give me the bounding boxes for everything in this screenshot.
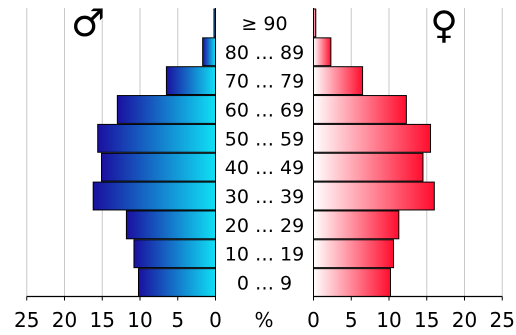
age-group-label: 50 … 59 bbox=[225, 128, 304, 150]
right-tick-label: 20 bbox=[452, 308, 477, 331]
left-bar-6 bbox=[116, 95, 216, 124]
left-tick-label: 20 bbox=[52, 308, 77, 331]
left-bar-4 bbox=[100, 152, 216, 182]
age-group-label: 60 … 69 bbox=[225, 99, 304, 121]
left-bar-0 bbox=[137, 268, 217, 297]
right-bar-6 bbox=[313, 95, 407, 124]
right-bar-1 bbox=[313, 239, 395, 269]
left-bar-7 bbox=[165, 66, 217, 96]
left-tick-label: 15 bbox=[90, 308, 115, 331]
left-tick-label: 0 bbox=[209, 308, 222, 331]
right-bar-7 bbox=[313, 66, 364, 96]
right-tick-label: 25 bbox=[490, 308, 515, 331]
left-bar-8 bbox=[202, 37, 216, 67]
left-bar-5 bbox=[97, 123, 216, 153]
age-group-label: 30 … 39 bbox=[225, 186, 304, 208]
age-labels-group: 0 … 9 10 … 19 20 … 29 30 … 39 40 … 49 50 … 59… bbox=[225, 13, 304, 295]
unit-label: % bbox=[254, 308, 273, 331]
age-group-label: 20 … 29 bbox=[225, 215, 304, 237]
age-group-label: ≥ 90 bbox=[241, 13, 287, 35]
left-tick-label: 10 bbox=[127, 308, 152, 331]
age-group-label: 70 … 79 bbox=[225, 71, 304, 93]
right-bar-5 bbox=[313, 123, 432, 153]
right-bar-2 bbox=[313, 210, 400, 240]
age-group-label: 0 … 9 bbox=[237, 273, 292, 295]
right-bar-3 bbox=[313, 181, 435, 211]
age-group-label: 10 … 19 bbox=[225, 244, 304, 266]
age-group-label: 80 … 89 bbox=[225, 42, 304, 64]
right-bar-0 bbox=[313, 268, 392, 297]
left-tick-label: 25 bbox=[14, 308, 39, 331]
male-symbol: ♂ bbox=[71, 1, 105, 45]
right-bar-4 bbox=[313, 152, 424, 182]
left-tick-label: 5 bbox=[171, 308, 184, 331]
female-symbol: ♀ bbox=[430, 3, 458, 47]
right-tick-label: 15 bbox=[414, 308, 439, 331]
age-group-label: 40 … 49 bbox=[225, 157, 304, 179]
left-bar-3 bbox=[92, 181, 216, 211]
right-tick-label: 10 bbox=[376, 308, 401, 331]
axes-group: 25 20 15 10 5 0 0 5 10 15 20 25 bbox=[14, 8, 515, 332]
right-tick-label: 0 bbox=[307, 308, 320, 331]
left-bar-2 bbox=[125, 210, 216, 240]
right-tick-label: 5 bbox=[345, 308, 358, 331]
bars-group bbox=[92, 8, 435, 297]
left-bar-1 bbox=[133, 239, 217, 269]
right-bar-8 bbox=[313, 37, 332, 67]
